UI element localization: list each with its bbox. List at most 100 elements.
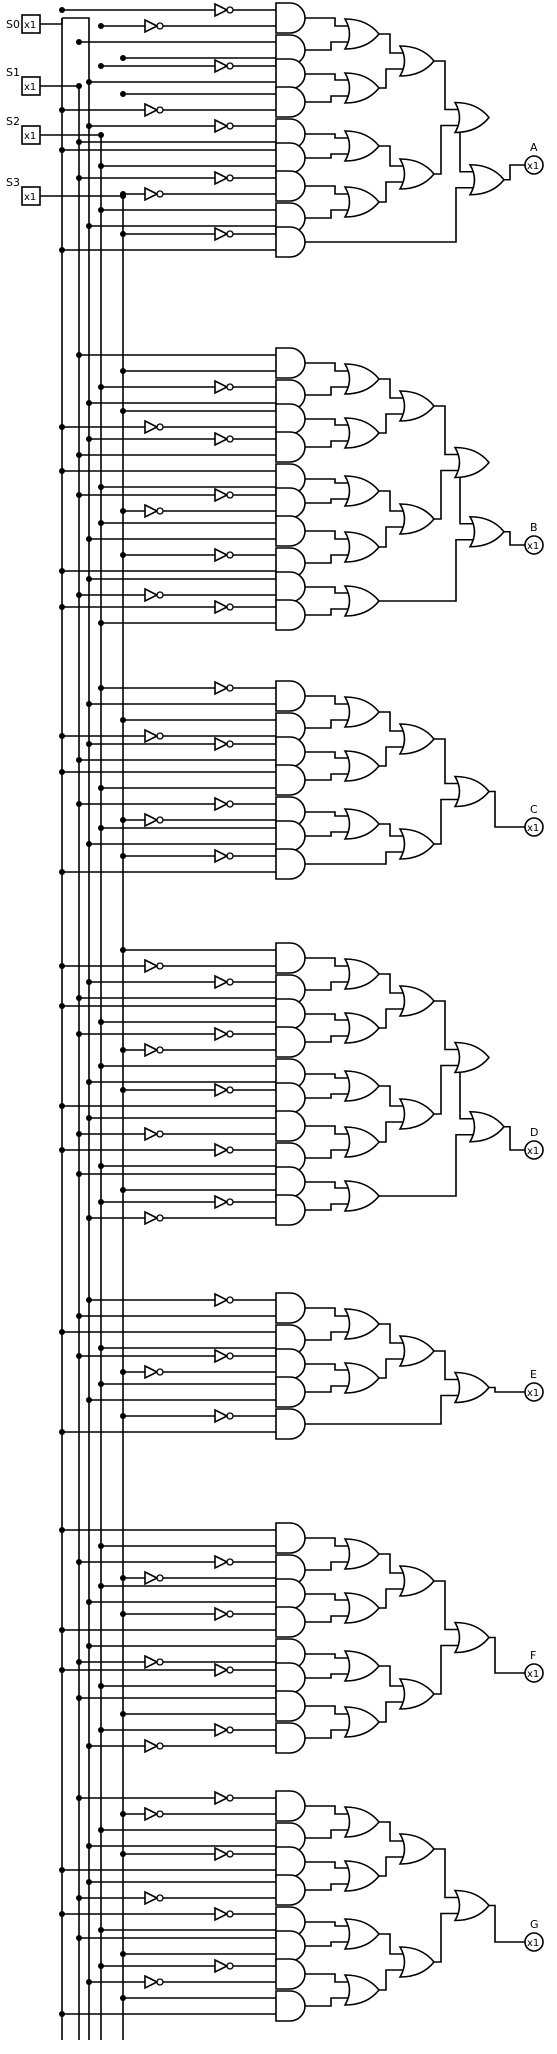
not-bubble [156,22,164,30]
junction-dot [86,1079,92,1085]
wire [305,17,349,27]
output-pin-label: C [530,803,538,816]
not-bubble [156,1574,164,1582]
not-bubble [156,423,164,431]
not-bubble [226,435,234,443]
or-gate [398,828,436,860]
wire [434,1350,459,1381]
not-gate [214,1554,229,1570]
and-gate [275,1790,306,1822]
not-gate [144,587,159,603]
junction-dot [59,424,65,430]
or-gate [453,101,491,134]
and-gate [275,1194,306,1226]
wire [434,1912,459,1963]
not-bubble [226,1666,234,1674]
output-pin [524,535,544,555]
junction-dot [98,1927,104,1933]
not-bubble [156,962,164,970]
output-pin [524,1932,544,1952]
and-gate [275,1082,306,1114]
output-pin-label: F [530,1649,536,1662]
not-bubble [226,6,234,14]
wire [504,164,525,181]
output-pin-value: x1 [527,161,539,172]
wire [305,1385,349,1393]
or-gate [453,1371,491,1404]
junction-dot [76,1559,82,1565]
junction-dot [59,963,65,969]
not-gate [214,1348,229,1364]
or-gate [398,158,436,190]
wire [489,790,525,828]
not-gate [144,1210,159,1226]
and-gate [275,170,306,202]
junction-dot [59,1429,65,1435]
or-gate [343,130,381,162]
and-gate [275,599,306,631]
wire [379,1323,404,1344]
input-pin-value: x1 [24,82,36,93]
junction-dot [59,7,65,13]
and-gate [275,1110,306,1142]
junction-dot [86,436,92,442]
not-bubble [156,1368,164,1376]
junction-dot [59,1329,65,1335]
wire [379,538,474,602]
junction-dot [76,1659,82,1665]
wire [305,1673,349,1679]
not-gate [144,812,159,828]
not-gate [214,1790,229,1806]
not-gate [144,958,159,974]
wire [379,1085,404,1107]
not-bubble [156,190,164,198]
or-gate [343,531,381,563]
not-gate [214,599,229,615]
junction-dot [98,1543,104,1549]
wire [305,851,404,865]
not-gate [214,431,229,447]
and-gate [275,1578,306,1610]
wire [489,1386,525,1393]
wire [305,981,349,991]
junction-dot [76,1895,82,1901]
junction-dot [86,841,92,847]
wire [305,440,349,448]
wire [379,68,404,89]
not-gate [214,1846,229,1862]
not-bubble [226,62,234,70]
wire [305,186,474,243]
not-bubble [226,174,234,182]
and-gate [275,998,306,1030]
wire [379,1969,404,1991]
or-gate [343,475,381,507]
input-pin-box [21,125,41,145]
wire [305,386,349,396]
not-bubble [156,1214,164,1222]
input-pin-box [21,76,41,96]
junction-dot [120,231,126,237]
junction-dot [98,1063,104,1069]
junction-dot [120,1047,126,1053]
wire [434,469,459,520]
or-gate [343,1538,381,1570]
junction-dot [120,1087,126,1093]
junction-dot [98,207,104,213]
wire [305,1203,349,1211]
junction-dot [98,825,104,831]
or-gate [343,1860,381,1892]
wire [379,413,404,434]
and-gate [275,764,306,796]
wire [489,1904,525,1943]
wire [379,1133,474,1197]
and-gate [275,1846,306,1878]
not-gate [214,1906,229,1922]
wire [434,798,459,845]
junction-dot [98,132,104,138]
wire [434,1644,459,1695]
input-pin-box [21,14,41,34]
wire [305,773,349,781]
and-gate [275,226,306,258]
not-gate [144,1890,159,1906]
not-gate [214,796,229,812]
